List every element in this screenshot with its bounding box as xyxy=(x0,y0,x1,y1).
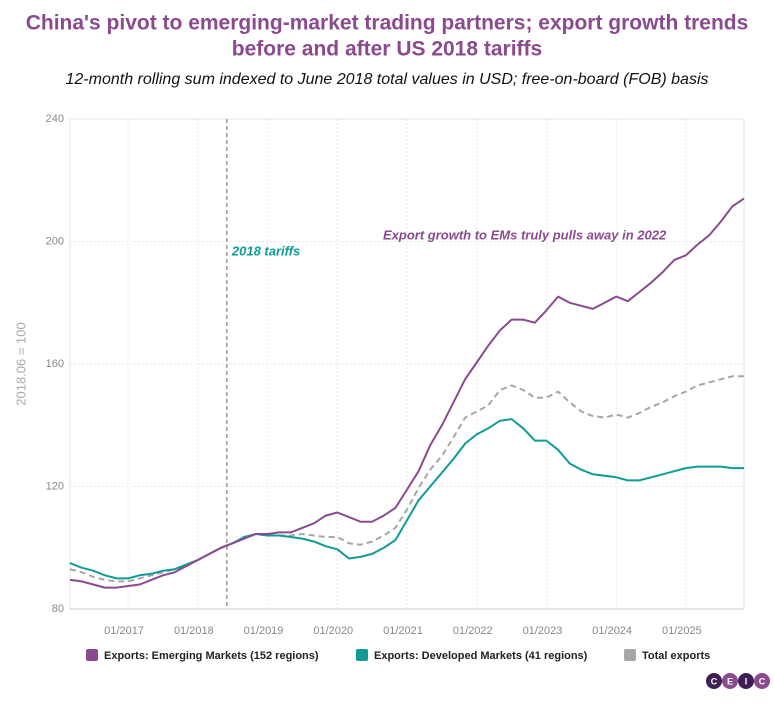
x-tick-label: 01/2019 xyxy=(244,625,284,637)
chart-title: China's pivot to emerging-market trading… xyxy=(26,12,749,35)
annotation: Export growth to EMs truly pulls away in… xyxy=(383,227,667,242)
logo-circle xyxy=(738,673,754,689)
x-tick-label: 01/2023 xyxy=(523,625,563,637)
logo-circle xyxy=(722,673,738,689)
x-tick-label: 01/2018 xyxy=(174,625,214,637)
logo-letter: C xyxy=(711,676,718,686)
y-axis-label: 2018.06 = 100 xyxy=(13,322,28,406)
series-line xyxy=(69,197,745,589)
y-tick-label: 80 xyxy=(52,603,64,615)
annotation: 2018 tariffs xyxy=(231,243,300,258)
logo-letter: E xyxy=(727,676,733,686)
legend-swatch xyxy=(356,649,368,661)
y-tick-label: 160 xyxy=(46,358,64,370)
logo-letter: C xyxy=(759,676,766,686)
chart-title: before and after US 2018 tariffs xyxy=(232,38,542,61)
x-tick-label: 01/2024 xyxy=(592,625,632,637)
legend-swatch xyxy=(86,649,98,661)
legend-label: Total exports xyxy=(642,650,710,662)
logo-circle xyxy=(706,673,722,689)
x-tick-label: 01/2017 xyxy=(104,625,144,637)
x-tick-label: 01/2025 xyxy=(662,625,702,637)
y-tick-label: 240 xyxy=(46,113,64,125)
legend-label: Exports: Developed Markets (41 regions) xyxy=(374,650,588,662)
x-tick-label: 01/2020 xyxy=(313,625,353,637)
legend-swatch xyxy=(624,649,636,661)
y-tick-label: 120 xyxy=(46,480,64,492)
y-tick-label: 200 xyxy=(46,235,64,247)
logo-letter: I xyxy=(745,676,748,686)
chart-subtitle: 12-month rolling sum indexed to June 201… xyxy=(66,71,709,88)
logo-circle xyxy=(754,673,770,689)
x-tick-label: 01/2022 xyxy=(453,625,493,637)
legend-label: Exports: Emerging Markets (152 regions) xyxy=(104,650,319,662)
x-tick-label: 01/2021 xyxy=(383,625,423,637)
series-line xyxy=(69,418,744,580)
